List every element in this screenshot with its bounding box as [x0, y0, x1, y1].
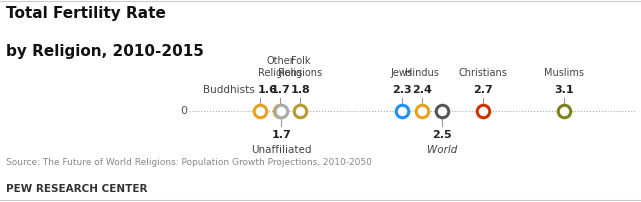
Text: Jews: Jews	[391, 67, 413, 78]
Text: 2.3: 2.3	[392, 85, 412, 95]
Text: Folk
Religions: Folk Religions	[278, 56, 322, 78]
Text: Buddhists: Buddhists	[203, 85, 258, 95]
Text: Unaffiliated: Unaffiliated	[251, 145, 312, 155]
Text: Christians: Christians	[458, 67, 507, 78]
Text: Source: The Future of World Religions: Population Growth Projections, 2010-2050: Source: The Future of World Religions: P…	[6, 158, 372, 167]
Text: Other
Religions: Other Religions	[258, 56, 303, 78]
Text: World: World	[427, 145, 458, 155]
Text: Total Fertility Rate: Total Fertility Rate	[6, 6, 166, 21]
Text: 2.7: 2.7	[473, 85, 492, 95]
Text: 3.1: 3.1	[554, 85, 574, 95]
Text: PEW RESEARCH CENTER: PEW RESEARCH CENTER	[6, 184, 148, 194]
Text: 2.5: 2.5	[433, 130, 452, 140]
Text: Muslims: Muslims	[544, 67, 584, 78]
Text: 2.4: 2.4	[412, 85, 432, 95]
Text: by Religion, 2010-2015: by Religion, 2010-2015	[6, 44, 204, 59]
Text: 1.6: 1.6	[258, 85, 278, 95]
Text: 1.7: 1.7	[271, 130, 291, 140]
Text: Hindus: Hindus	[405, 67, 439, 78]
Text: 1.8: 1.8	[290, 85, 310, 95]
Text: 1.7: 1.7	[271, 85, 290, 95]
Text: 0: 0	[180, 106, 187, 116]
